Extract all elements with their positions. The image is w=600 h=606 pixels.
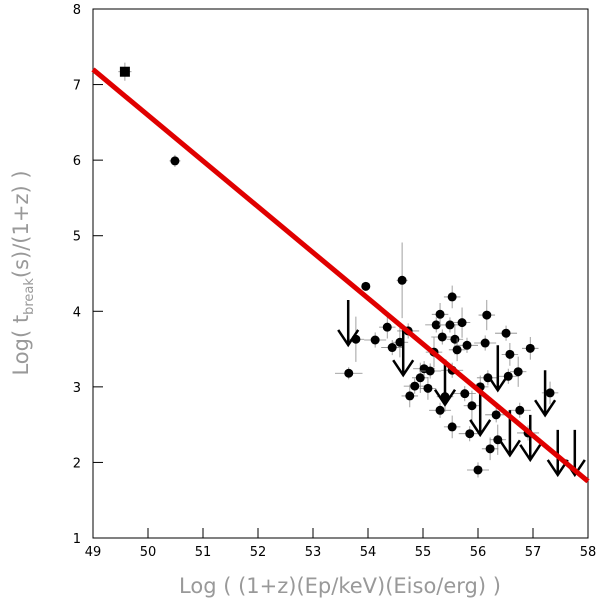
point <box>450 334 460 344</box>
point <box>462 340 472 350</box>
x-tick-label: 50 <box>140 545 157 560</box>
x-tick-label: 54 <box>360 545 377 560</box>
point <box>501 328 511 338</box>
point <box>445 320 455 330</box>
y-label-tail: (s)/(1+z) ) <box>9 170 33 278</box>
point <box>525 343 535 353</box>
point <box>387 343 397 353</box>
x-tick-label: 55 <box>415 545 432 560</box>
fit-line <box>91 67 590 484</box>
point <box>491 410 501 420</box>
point <box>415 373 425 383</box>
upper-limit <box>486 345 509 393</box>
y-tick-label: 6 <box>73 154 81 169</box>
y-tick-label: 2 <box>73 456 81 471</box>
point <box>405 391 415 401</box>
y-tick-label: 7 <box>73 79 81 94</box>
point <box>473 465 483 475</box>
upper-limit <box>534 370 557 418</box>
point <box>482 310 492 320</box>
point <box>457 318 467 328</box>
point <box>452 345 462 355</box>
x-tick-label: 58 <box>580 545 597 560</box>
point <box>397 275 407 285</box>
upper-limit <box>337 299 360 348</box>
point <box>513 367 523 377</box>
upper-limit <box>469 389 492 438</box>
point <box>447 292 457 302</box>
y-label-main: Log( t <box>9 315 33 376</box>
point <box>382 322 392 332</box>
point <box>467 401 477 411</box>
y-tick-label: 4 <box>73 305 81 320</box>
point <box>545 388 555 398</box>
upper-limit <box>433 359 457 407</box>
y-tick-label: 1 <box>73 532 81 547</box>
y-tick-label: 8 <box>73 3 81 18</box>
point <box>460 389 470 399</box>
point <box>370 335 380 345</box>
point <box>425 366 435 376</box>
x-tick-label: 56 <box>470 545 487 560</box>
y-label-sub: break <box>22 278 37 315</box>
x-tick-label: 51 <box>195 545 212 560</box>
point <box>170 156 180 166</box>
upper-limit <box>392 330 415 378</box>
x-tick-label: 52 <box>250 545 267 560</box>
point <box>505 349 515 359</box>
point <box>465 429 475 439</box>
point <box>410 381 420 391</box>
point <box>423 383 433 393</box>
upper-limit <box>519 414 542 463</box>
y-axis-label: Log( tbreak(s)/(1+z) ) <box>9 170 37 375</box>
x-tick-label: 57 <box>525 545 542 560</box>
point <box>447 422 457 432</box>
point <box>435 405 445 415</box>
plot-frame <box>92 8 589 539</box>
point <box>515 405 525 415</box>
x-axis-label: Log ( (1+z)(Ep/keV)(Eiso/erg) ) <box>179 574 501 598</box>
x-tick-label: 53 <box>305 545 322 560</box>
point <box>344 368 354 378</box>
point <box>480 338 490 348</box>
y-tick-label: 5 <box>73 230 81 245</box>
point <box>119 66 130 77</box>
point <box>437 332 447 342</box>
point <box>485 444 495 454</box>
point <box>431 320 441 330</box>
point <box>361 281 371 291</box>
point <box>435 309 445 319</box>
y-tick-label: 3 <box>73 381 81 396</box>
x-tick-label: 49 <box>85 545 102 560</box>
